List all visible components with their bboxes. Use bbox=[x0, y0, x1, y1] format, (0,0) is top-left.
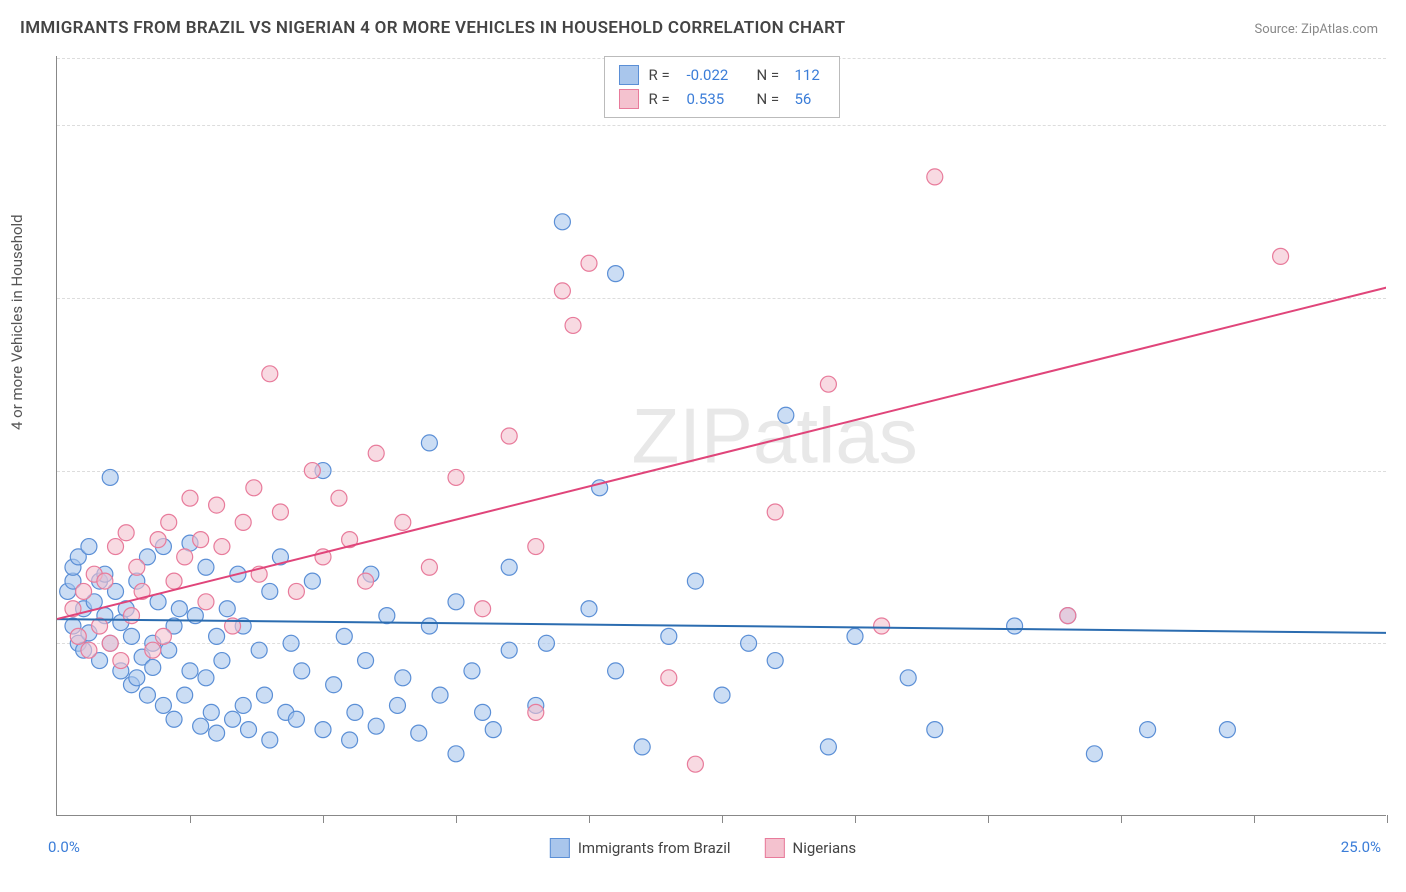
chart-title: IMMIGRANTS FROM BRAZIL VS NIGERIAN 4 OR … bbox=[20, 18, 845, 38]
y-tick-label: 20.0% bbox=[1396, 116, 1406, 134]
y-tick-label: 10.0% bbox=[1396, 462, 1406, 480]
y-tick-label: 5.0% bbox=[1396, 634, 1406, 652]
x-tick bbox=[456, 815, 457, 823]
legend-row-series2: R = 0.535 N = 56 bbox=[619, 87, 825, 111]
x-tick bbox=[1254, 815, 1255, 823]
x-tick bbox=[1121, 815, 1122, 823]
n-value-series2: 56 bbox=[795, 90, 825, 108]
legend-label-series1: Immigrants from Brazil bbox=[578, 839, 731, 857]
x-tick bbox=[722, 815, 723, 823]
x-tick bbox=[190, 815, 191, 823]
n-label: N = bbox=[757, 66, 785, 84]
r-label: R = bbox=[649, 66, 677, 84]
legend-item-series2: Nigerians bbox=[765, 838, 857, 858]
x-tick bbox=[323, 815, 324, 823]
scatter-svg bbox=[57, 56, 1386, 815]
legend-label-series2: Nigerians bbox=[793, 839, 857, 857]
r-label: R = bbox=[649, 90, 677, 108]
source-attribution: Source: ZipAtlas.com bbox=[1254, 22, 1378, 37]
x-tick bbox=[1387, 815, 1388, 823]
y-axis-label: 4 or more Vehicles in Household bbox=[8, 214, 26, 430]
correlation-legend: R = -0.022 N = 112 R = 0.535 N = 56 bbox=[604, 56, 840, 118]
r-value-series2: 0.535 bbox=[687, 90, 747, 108]
plot-area: ZIPatlas R = -0.022 N = 112 R = 0.535 N … bbox=[56, 56, 1386, 816]
n-value-series1: 112 bbox=[795, 66, 825, 84]
x-tick bbox=[988, 815, 989, 823]
legend-row-series1: R = -0.022 N = 112 bbox=[619, 63, 825, 87]
r-value-series1: -0.022 bbox=[687, 66, 747, 84]
x-origin-label: 0.0% bbox=[48, 838, 80, 856]
x-tick bbox=[589, 815, 590, 823]
swatch-series1 bbox=[619, 65, 639, 85]
swatch-series2-bottom bbox=[765, 838, 785, 858]
y-tick-label: 15.0% bbox=[1396, 289, 1406, 307]
x-max-label: 25.0% bbox=[1341, 838, 1381, 856]
x-tick bbox=[855, 815, 856, 823]
series-legend: Immigrants from Brazil Nigerians bbox=[550, 838, 856, 858]
legend-item-series1: Immigrants from Brazil bbox=[550, 838, 731, 858]
swatch-series1-bottom bbox=[550, 838, 570, 858]
swatch-series2 bbox=[619, 89, 639, 109]
n-label: N = bbox=[757, 90, 785, 108]
